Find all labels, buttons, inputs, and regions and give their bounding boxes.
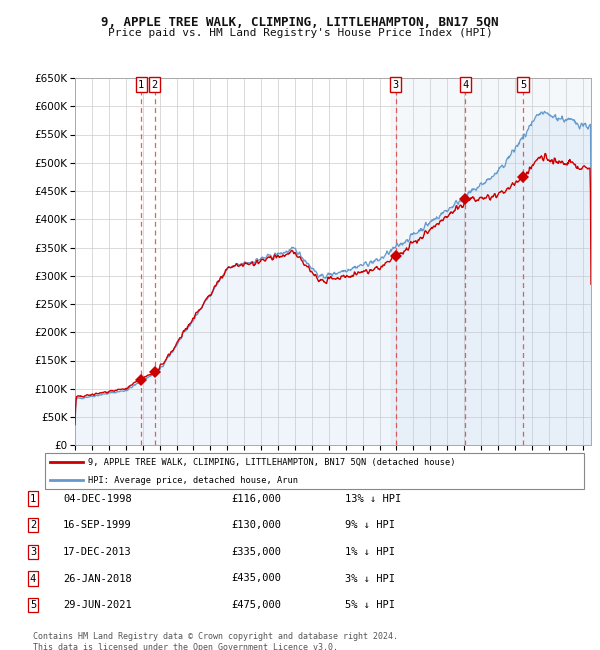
Text: 13% ↓ HPI: 13% ↓ HPI xyxy=(345,493,401,504)
Text: Price paid vs. HM Land Registry's House Price Index (HPI): Price paid vs. HM Land Registry's House … xyxy=(107,28,493,38)
Text: 29-JUN-2021: 29-JUN-2021 xyxy=(63,600,132,610)
Text: £475,000: £475,000 xyxy=(231,600,281,610)
Text: 5: 5 xyxy=(520,80,526,90)
Text: £435,000: £435,000 xyxy=(231,573,281,584)
Bar xyxy=(391,78,591,445)
FancyBboxPatch shape xyxy=(45,453,584,489)
Text: 4: 4 xyxy=(462,80,469,90)
Text: 3: 3 xyxy=(30,547,36,557)
Text: HPI: Average price, detached house, Arun: HPI: Average price, detached house, Arun xyxy=(88,476,298,485)
Text: 16-SEP-1999: 16-SEP-1999 xyxy=(63,520,132,530)
Text: 5: 5 xyxy=(30,600,36,610)
Text: 3: 3 xyxy=(392,80,399,90)
Text: Contains HM Land Registry data © Crown copyright and database right 2024.
This d: Contains HM Land Registry data © Crown c… xyxy=(33,632,398,650)
Text: £116,000: £116,000 xyxy=(231,493,281,504)
Text: 2: 2 xyxy=(30,520,36,530)
Text: £335,000: £335,000 xyxy=(231,547,281,557)
Text: £130,000: £130,000 xyxy=(231,520,281,530)
Text: 5% ↓ HPI: 5% ↓ HPI xyxy=(345,600,395,610)
Text: 9, APPLE TREE WALK, CLIMPING, LITTLEHAMPTON, BN17 5QN: 9, APPLE TREE WALK, CLIMPING, LITTLEHAMP… xyxy=(101,16,499,29)
Text: 9, APPLE TREE WALK, CLIMPING, LITTLEHAMPTON, BN17 5QN (detached house): 9, APPLE TREE WALK, CLIMPING, LITTLEHAMP… xyxy=(88,458,456,467)
Text: 04-DEC-1998: 04-DEC-1998 xyxy=(63,493,132,504)
Text: 26-JAN-2018: 26-JAN-2018 xyxy=(63,573,132,584)
Text: 17-DEC-2013: 17-DEC-2013 xyxy=(63,547,132,557)
Text: 9% ↓ HPI: 9% ↓ HPI xyxy=(345,520,395,530)
Text: 3% ↓ HPI: 3% ↓ HPI xyxy=(345,573,395,584)
Text: 4: 4 xyxy=(30,573,36,584)
Text: 1: 1 xyxy=(30,493,36,504)
Text: 1: 1 xyxy=(138,80,145,90)
Text: 2: 2 xyxy=(152,80,158,90)
Text: 1% ↓ HPI: 1% ↓ HPI xyxy=(345,547,395,557)
